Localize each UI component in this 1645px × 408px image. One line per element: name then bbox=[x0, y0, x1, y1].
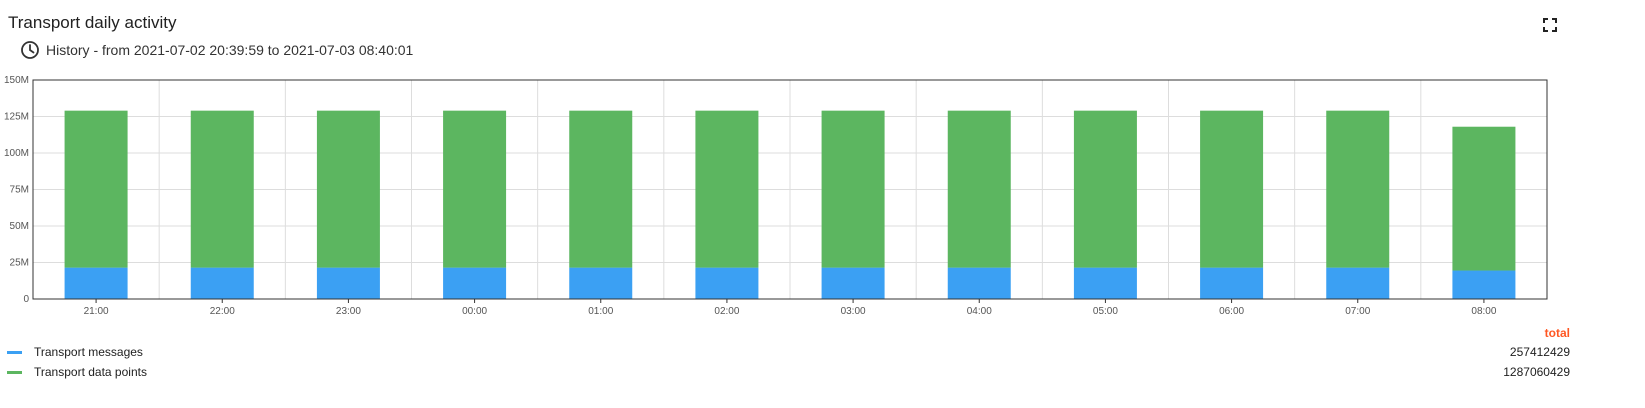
legend-swatch-data-points bbox=[7, 370, 22, 374]
x-tick-label: 03:00 bbox=[841, 306, 866, 317]
fullscreen-icon[interactable] bbox=[1543, 18, 1557, 32]
y-tick-label: 125M bbox=[4, 112, 29, 123]
bar-transport-data-points[interactable] bbox=[190, 110, 254, 268]
x-tick-label: 05:00 bbox=[1093, 306, 1118, 317]
plot-frame bbox=[32, 79, 1548, 300]
bar-transport-data-points[interactable] bbox=[821, 110, 885, 268]
bar-transport-messages[interactable] bbox=[1200, 267, 1264, 299]
bar-transport-data-points[interactable] bbox=[695, 110, 759, 268]
bar-transport-messages[interactable] bbox=[947, 267, 1011, 299]
page-title: Transport daily activity bbox=[8, 13, 177, 32]
bar-transport-messages[interactable] bbox=[1326, 267, 1390, 299]
x-tick-label: 08:00 bbox=[1471, 306, 1496, 317]
bar-transport-messages[interactable] bbox=[569, 267, 633, 299]
x-tick-label: 06:00 bbox=[1219, 306, 1244, 317]
bar-transport-data-points[interactable] bbox=[1200, 110, 1264, 268]
bar-transport-messages[interactable] bbox=[316, 267, 380, 299]
bar-transport-data-points[interactable] bbox=[1326, 110, 1390, 268]
bar-transport-data-points[interactable] bbox=[947, 110, 1011, 268]
x-tick-label: 00:00 bbox=[462, 306, 487, 317]
bar-transport-data-points[interactable] bbox=[569, 110, 633, 268]
bar-transport-messages[interactable] bbox=[443, 267, 507, 299]
grid-lines bbox=[33, 79, 1547, 300]
bar-transport-data-points[interactable] bbox=[1073, 110, 1137, 268]
bar-transport-data-points[interactable] bbox=[1452, 126, 1516, 271]
y-tick-label: 150M bbox=[4, 75, 29, 86]
legend-total-value: 1287060429 bbox=[1503, 365, 1570, 379]
x-tick-label: 22:00 bbox=[210, 306, 235, 317]
bar-transport-data-points[interactable] bbox=[443, 110, 507, 268]
bar-transport-messages[interactable] bbox=[1073, 267, 1137, 299]
history-text: History - from 2021-07-02 20:39:59 to 20… bbox=[46, 42, 414, 58]
y-tick-label: 0 bbox=[23, 294, 29, 305]
bar-transport-messages[interactable] bbox=[64, 267, 128, 299]
legend-item-transport-data-points[interactable]: Transport data points 1287060429 bbox=[0, 362, 1570, 382]
x-tick-label: 07:00 bbox=[1345, 306, 1370, 317]
bar-transport-messages[interactable] bbox=[190, 267, 254, 299]
x-axis-ticks: 21:00 22:00 23:00 00:00 01:00 02:00 03:00 04:00… bbox=[84, 299, 1497, 317]
bars bbox=[64, 110, 1516, 299]
y-tick-label: 50M bbox=[10, 221, 29, 232]
x-tick-label: 02:00 bbox=[714, 306, 739, 317]
legend-label: Transport messages bbox=[34, 345, 143, 359]
x-tick-label: 01:00 bbox=[588, 306, 613, 317]
bar-transport-data-points[interactable] bbox=[316, 110, 380, 268]
legend-item-transport-messages[interactable]: Transport messages 257412429 bbox=[0, 342, 1570, 362]
bar-transport-messages[interactable] bbox=[1452, 270, 1516, 299]
clock-icon bbox=[21, 41, 39, 59]
history-range: History - from 2021-07-02 20:39:59 to 20… bbox=[20, 40, 413, 60]
y-tick-label: 75M bbox=[10, 185, 29, 196]
legend: total Transport messages 257412429 Trans… bbox=[0, 324, 1570, 382]
legend-swatch-messages bbox=[7, 350, 22, 354]
bar-transport-data-points[interactable] bbox=[64, 110, 128, 268]
legend-total-value: 257412429 bbox=[1509, 345, 1570, 359]
x-tick-label: 21:00 bbox=[84, 306, 109, 317]
x-tick-label: 23:00 bbox=[336, 306, 361, 317]
legend-label: Transport data points bbox=[34, 365, 147, 379]
y-axis-ticks: 0 25M 50M 75M 100M 125M 150M bbox=[4, 75, 29, 305]
legend-total-header: total bbox=[1544, 326, 1570, 340]
x-tick-label: 04:00 bbox=[967, 306, 992, 317]
stacked-bar-chart: 0 25M 50M 75M 100M 125M 150M 21:00 22:00 23:00 00… bbox=[4, 75, 1548, 317]
bar-transport-messages[interactable] bbox=[821, 267, 885, 299]
y-tick-label: 100M bbox=[4, 148, 29, 159]
bar-transport-messages[interactable] bbox=[695, 267, 759, 299]
y-tick-label: 25M bbox=[10, 258, 29, 269]
